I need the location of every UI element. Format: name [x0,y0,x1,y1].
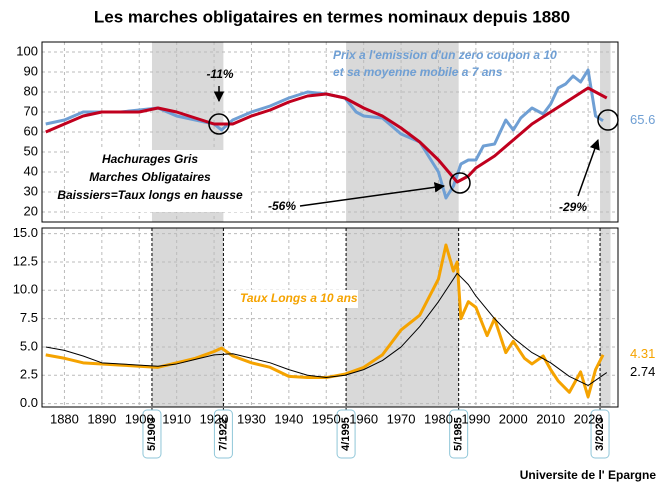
plot-frame [41,227,619,408]
x-tick-label: 2000 [499,411,528,426]
arrow [299,182,446,207]
marker-tag [449,409,469,459]
shaded-period [346,228,459,407]
annotations: Hachurages Gris Marches Obligataires Bai… [57,48,619,308]
y-tick-label: 30 [24,183,38,198]
note-box [70,150,250,212]
x-tick-label: 1990 [461,411,490,426]
circle [449,172,471,194]
x-tick-label: 1950 [312,411,341,426]
circle [597,109,619,131]
x-tick-label: 1930 [237,411,266,426]
annotation: -56% [268,199,296,213]
end-label: 65.6 [630,112,655,127]
end-label: 2.74 [630,364,655,379]
annotation: -11% [206,67,233,81]
y-tick-label: 15.0 [13,225,38,240]
annotation: -29% [559,200,587,214]
legend-text: Prix a l'emission d'un zero coupon a 10 [333,48,557,62]
y-tick-label: 12.5 [13,253,38,268]
end-label: 4.31 [630,346,655,361]
marker-tag [590,409,610,459]
y-tick-label: 5.0 [20,338,38,353]
shaded-period [600,42,611,222]
x-tick-label: 1920 [200,411,229,426]
marker-label: 5/1903 [146,417,158,451]
y-tick-label: 90 [24,63,38,78]
y-tick-label: 60 [24,123,38,138]
legend-box [236,290,358,308]
source: Universite de l' Epargne [520,468,657,482]
chart-title: Les marches obligataires en termes nomin… [94,7,570,26]
plot-layers: 20 30 40 50 60 70 80 90 100 65.6 0.0 2.5 5.0 7.5 10.0 1… [13,41,655,459]
x-tick-label: 1960 [349,411,378,426]
series-line [45,243,605,399]
x-tick-label: 1980 [424,411,453,426]
marker-tag [142,409,162,459]
y-tick-label: 70 [24,103,38,118]
arrow [577,139,600,197]
y-tick-label: 2.5 [20,367,38,382]
x-tick-label: 1880 [50,411,79,426]
y-tick-label: 80 [24,83,38,98]
legend-text: Taux Longs a 10 ans [240,291,358,305]
y-tick-label: 20 [24,203,38,218]
marker-tag [336,409,356,459]
marker-label: 7/1922 [217,417,229,451]
marker-label: 4/1995 [340,417,352,451]
x-tick-label: 2020 [574,411,603,426]
plot-area [45,243,608,399]
marker-label: 3/2023 [594,417,606,451]
note: Marches Obligataires [89,170,211,184]
circle [208,113,230,135]
legend-text: et sa moyenne mobile a 7 ans [333,65,503,79]
shaded-period [600,228,611,407]
x-tick-label: 1970 [387,411,416,426]
plot-area [45,68,608,200]
y-tick-label: 50 [24,143,38,158]
y-tick-label: 10.0 [13,282,38,297]
series-line [45,272,608,386]
y-tick-label: 100 [16,43,38,58]
y-tick-label: 0.0 [20,395,38,410]
x-tick-label: 1890 [87,411,116,426]
marker-label: 5/1985 [453,417,465,451]
x-tick-label: 1940 [274,411,303,426]
series-line [45,86,608,184]
plot-frame [41,41,619,223]
marker-tag [213,409,233,459]
x-tick-label: 2010 [536,411,565,426]
y-tick-label: 7.5 [20,310,38,325]
x-tick-label: 1910 [162,411,191,426]
y-tick-label: 40 [24,163,38,178]
shaded-period [151,228,224,407]
x-tick-label: 1900 [125,411,154,426]
note: Hachurages Gris [102,152,198,166]
series-line [45,68,604,200]
note: Baissiers=Taux longs en hausse [57,188,243,202]
